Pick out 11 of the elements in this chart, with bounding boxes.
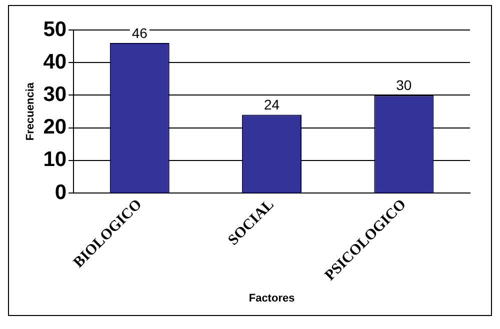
- data-label: 24: [264, 96, 280, 113]
- y-tick-label: 0: [54, 180, 67, 204]
- data-label: 46: [132, 24, 148, 41]
- y-tick-label: 10: [43, 148, 67, 172]
- y-tick-label: 30: [43, 83, 67, 106]
- y-tick-label: 50: [43, 18, 67, 41]
- y-tick-label: 40: [43, 50, 67, 74]
- y-tick-label: 20: [43, 116, 67, 139]
- data-label: 30: [396, 77, 412, 94]
- x-axis-title: Factores: [248, 292, 295, 304]
- y-axis-title: Frecuencia: [24, 82, 37, 141]
